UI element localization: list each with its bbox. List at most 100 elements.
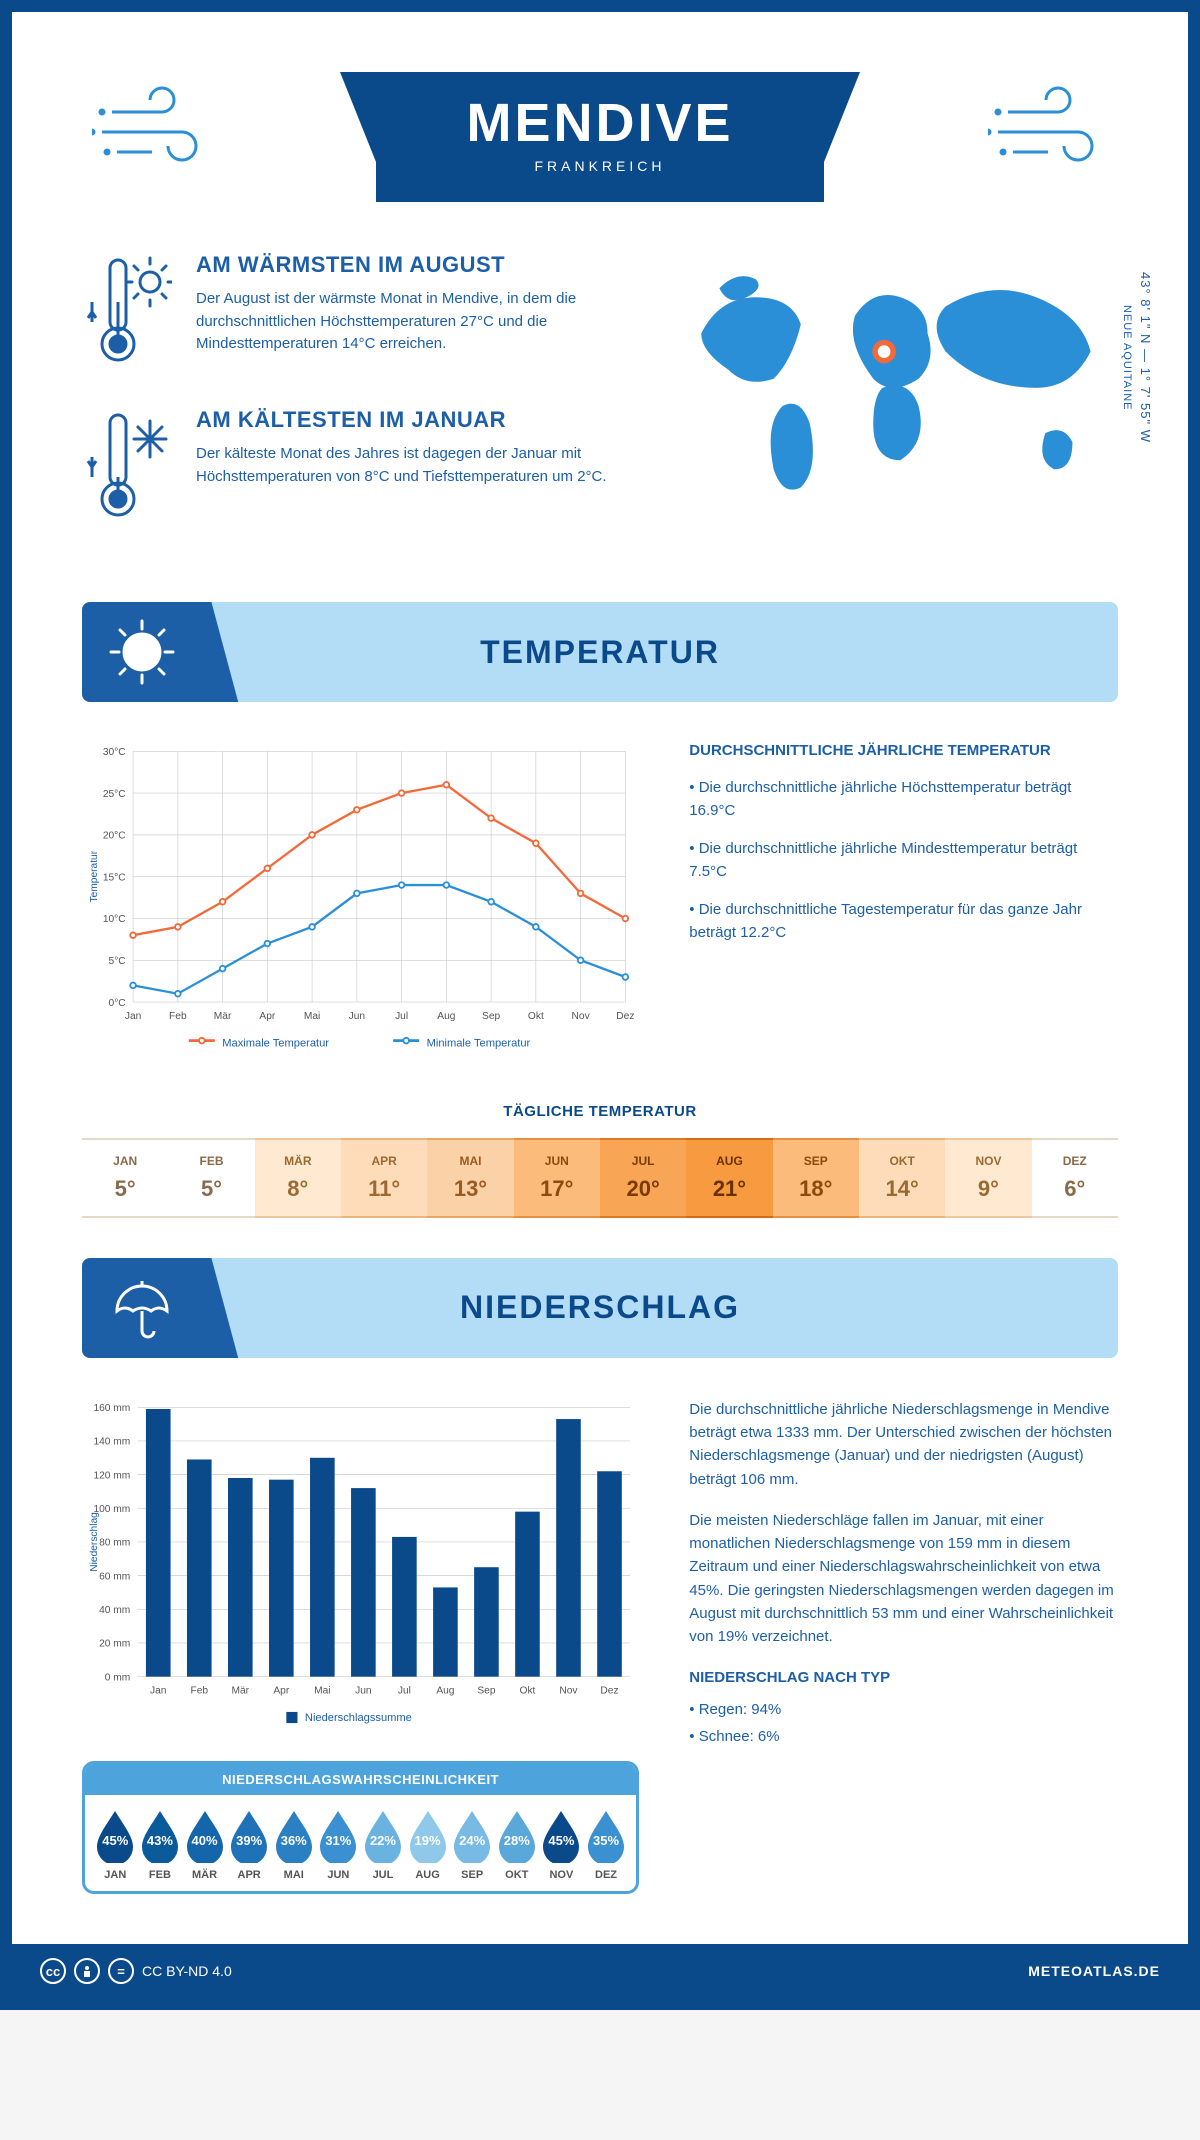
- svg-text:80 mm: 80 mm: [99, 1537, 130, 1548]
- drop-icon: 40%: [183, 1809, 227, 1863]
- svg-text:Sep: Sep: [477, 1685, 495, 1696]
- svg-text:Jul: Jul: [395, 1011, 408, 1022]
- prob-cell: 39%APR: [227, 1809, 272, 1881]
- svg-text:Minimale Temperatur: Minimale Temperatur: [427, 1038, 531, 1050]
- warmest-heading: AM WÄRMSTEN IM AUGUST: [196, 252, 625, 278]
- section-title: TEMPERATUR: [480, 634, 720, 671]
- svg-text:Okt: Okt: [528, 1011, 544, 1022]
- prob-cell: 22%JUL: [361, 1809, 406, 1881]
- svg-text:40 mm: 40 mm: [99, 1605, 130, 1616]
- svg-text:Mär: Mär: [231, 1685, 249, 1696]
- svg-text:20 mm: 20 mm: [99, 1638, 130, 1649]
- prob-cell: 45%JAN: [93, 1809, 138, 1881]
- svg-text:Dez: Dez: [616, 1011, 634, 1022]
- prob-cell: 45%NOV: [539, 1809, 584, 1881]
- prob-cell: 31%JUN: [316, 1809, 361, 1881]
- svg-text:Apr: Apr: [273, 1685, 289, 1696]
- svg-text:Jun: Jun: [355, 1685, 372, 1696]
- heat-cell: JAN5°: [82, 1138, 168, 1218]
- precip-summary: Die durchschnittliche jährliche Niedersc…: [689, 1398, 1118, 1894]
- by-icon: [74, 1958, 100, 1984]
- drop-icon: 45%: [93, 1809, 137, 1863]
- drop-icon: 35%: [584, 1809, 628, 1863]
- prob-cell: 35%DEZ: [584, 1809, 629, 1881]
- drop-icon: 43%: [138, 1809, 182, 1863]
- svg-text:Aug: Aug: [437, 1011, 455, 1022]
- svg-text:Maximale Temperatur: Maximale Temperatur: [222, 1038, 329, 1050]
- wind-icon: [92, 82, 212, 177]
- svg-text:5°C: 5°C: [109, 956, 126, 967]
- svg-text:Apr: Apr: [259, 1011, 275, 1022]
- heat-cell: FEB5°: [168, 1138, 254, 1218]
- svg-text:Okt: Okt: [520, 1685, 536, 1696]
- svg-text:0°C: 0°C: [109, 998, 126, 1009]
- svg-text:Jan: Jan: [150, 1685, 167, 1696]
- svg-text:0 mm: 0 mm: [105, 1672, 131, 1683]
- heat-cell: JUN17°: [514, 1138, 600, 1218]
- svg-text:Mär: Mär: [214, 1011, 232, 1022]
- precip-banner: NIEDERSCHLAG: [82, 1258, 1118, 1358]
- heat-cell: OKT14°: [859, 1138, 945, 1218]
- license: cc = CC BY-ND 4.0: [40, 1958, 232, 1984]
- page-title: MENDIVE: [466, 92, 733, 154]
- drop-icon: 31%: [316, 1809, 360, 1863]
- thermometer-cold-icon: [82, 407, 172, 532]
- svg-text:160 mm: 160 mm: [93, 1403, 130, 1414]
- svg-text:30°C: 30°C: [103, 747, 126, 758]
- svg-text:Aug: Aug: [436, 1685, 454, 1696]
- temperature-summary: DURCHSCHNITTLICHE JÄHRLICHE TEMPERATUR •…: [689, 742, 1118, 1063]
- coldest-heading: AM KÄLTESTEN IM JANUAR: [196, 407, 625, 433]
- svg-text:Mai: Mai: [304, 1011, 320, 1022]
- coordinates: 43° 8' 1" N — 1° 7' 55" WNEUE AQUITAINE: [1118, 272, 1154, 443]
- heat-cell: NOV9°: [945, 1138, 1031, 1218]
- precip-bar-chart: 0 mm20 mm40 mm60 mm80 mm100 mm120 mm140 …: [82, 1398, 639, 1894]
- svg-text:Nov: Nov: [572, 1011, 591, 1022]
- thermometer-hot-icon: [82, 252, 172, 377]
- svg-text:Feb: Feb: [190, 1685, 208, 1696]
- svg-text:140 mm: 140 mm: [93, 1436, 130, 1447]
- drop-icon: 36%: [272, 1809, 316, 1863]
- world-map: 43° 8' 1" N — 1° 7' 55" WNEUE AQUITAINE: [665, 252, 1118, 562]
- heat-cell: SEP18°: [773, 1138, 859, 1218]
- footer: cc = CC BY-ND 4.0 METEOATLAS.DE: [12, 1944, 1188, 1998]
- coldest-fact: AM KÄLTESTEN IM JANUAR Der kälteste Mona…: [82, 407, 625, 532]
- prob-cell: 43%FEB: [138, 1809, 183, 1881]
- daily-temp-title: TÄGLICHE TEMPERATUR: [82, 1103, 1118, 1120]
- svg-text:25°C: 25°C: [103, 789, 126, 800]
- precip-probability-box: NIEDERSCHLAGSWAHRSCHEINLICHKEIT 45%JAN43…: [82, 1761, 639, 1894]
- daily-temp-heatmap: JAN5°FEB5°MÄR8°APR11°MAI13°JUN17°JUL20°A…: [82, 1138, 1118, 1218]
- svg-text:Niederschlagssumme: Niederschlagssumme: [305, 1712, 412, 1724]
- warmest-text: Der August ist der wärmste Monat in Mend…: [196, 288, 625, 356]
- svg-text:10°C: 10°C: [103, 914, 126, 925]
- page-subtitle: FRANKREICH: [466, 158, 733, 174]
- svg-text:Sep: Sep: [482, 1011, 500, 1022]
- drop-icon: 45%: [539, 1809, 583, 1863]
- prob-cell: 28%OKT: [494, 1809, 539, 1881]
- page: MENDIVE FRANKREICH AM WÄRMSTEN IM AUGUST…: [0, 0, 1200, 2010]
- heat-cell: MÄR8°: [255, 1138, 341, 1218]
- drop-icon: 39%: [227, 1809, 271, 1863]
- prob-cell: 24%SEP: [450, 1809, 495, 1881]
- drop-icon: 19%: [406, 1809, 450, 1863]
- coldest-text: Der kälteste Monat des Jahres ist dagege…: [196, 443, 625, 488]
- section-title: NIEDERSCHLAG: [460, 1289, 740, 1326]
- intro-row: AM WÄRMSTEN IM AUGUST Der August ist der…: [82, 252, 1118, 562]
- drop-icon: 24%: [450, 1809, 494, 1863]
- svg-text:15°C: 15°C: [103, 872, 126, 883]
- heat-cell: DEZ6°: [1032, 1138, 1118, 1218]
- site-name: METEOATLAS.DE: [1028, 1963, 1160, 1979]
- svg-text:Feb: Feb: [169, 1011, 187, 1022]
- nd-icon: =: [108, 1958, 134, 1984]
- svg-text:Jun: Jun: [349, 1011, 366, 1022]
- prob-cell: 36%MAI: [271, 1809, 316, 1881]
- heat-cell: AUG21°: [686, 1138, 772, 1218]
- prob-cell: 19%AUG: [405, 1809, 450, 1881]
- svg-text:60 mm: 60 mm: [99, 1571, 130, 1582]
- heat-cell: APR11°: [341, 1138, 427, 1218]
- header: MENDIVE FRANKREICH: [82, 72, 1118, 202]
- svg-text:Nov: Nov: [559, 1685, 578, 1696]
- heat-cell: JUL20°: [600, 1138, 686, 1218]
- svg-text:Jan: Jan: [125, 1011, 142, 1022]
- temperature-line-chart: 0°C5°C10°C15°C20°C25°C30°CJanFebMärAprMa…: [82, 742, 639, 1063]
- svg-text:120 mm: 120 mm: [93, 1470, 130, 1481]
